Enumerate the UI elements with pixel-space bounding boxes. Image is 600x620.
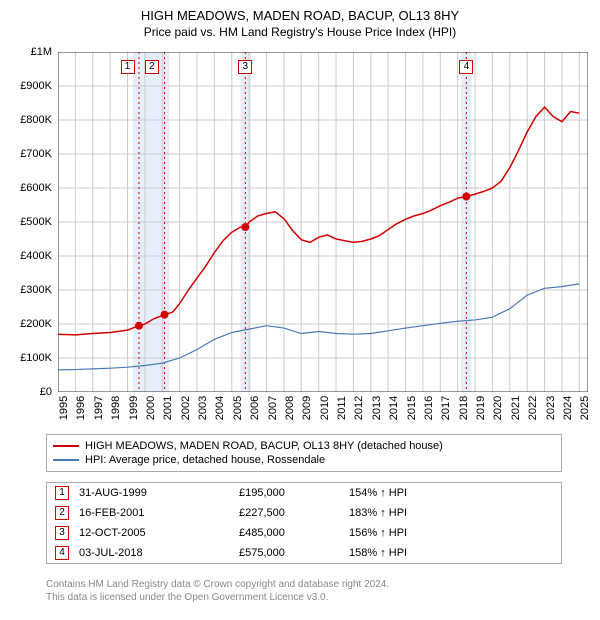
x-axis-label: 1998 [110,396,122,420]
x-axis-label: 2000 [145,396,157,420]
x-axis-label: 1997 [93,396,105,420]
sale-pct: 183% ↑ HPI [349,507,553,519]
y-axis-label: £600K [2,182,52,194]
y-axis-label: £700K [2,148,52,160]
y-axis-label: £300K [2,284,52,296]
legend-swatch [53,459,79,461]
y-axis-label: £900K [2,80,52,92]
x-axis-label: 2006 [249,396,261,420]
x-axis-label: 2019 [475,396,487,420]
x-axis-label: 2022 [527,396,539,420]
legend-item: HPI: Average price, detached house, Ross… [53,453,555,467]
sale-date: 31-AUG-1999 [79,487,229,499]
sale-row-marker: 3 [55,526,69,540]
chart-container: HIGH MEADOWS, MADEN ROAD, BACUP, OL13 8H… [0,0,600,620]
x-axis-label: 2015 [406,396,418,420]
sale-pct: 154% ↑ HPI [349,487,553,499]
chart-svg [58,52,588,392]
x-axis-label: 2025 [579,396,591,420]
x-axis-label: 2014 [388,396,400,420]
x-axis-label: 2003 [197,396,209,420]
x-axis-label: 2013 [371,396,383,420]
chart-subtitle: Price paid vs. HM Land Registry's House … [0,25,600,39]
x-axis-label: 2023 [545,396,557,420]
x-axis-label: 2012 [353,396,365,420]
sale-date: 16-FEB-2001 [79,507,229,519]
x-axis-label: 2021 [510,396,522,420]
y-axis-label: £0 [2,386,52,398]
x-axis-label: 2016 [423,396,435,420]
sale-marker-3: 3 [238,60,252,74]
x-axis-label: 2010 [319,396,331,420]
x-axis-label: 1999 [128,396,140,420]
legend-box: HIGH MEADOWS, MADEN ROAD, BACUP, OL13 8H… [46,434,562,472]
x-axis-label: 2011 [336,396,348,420]
legend-swatch [53,445,79,447]
footer-line1: Contains HM Land Registry data © Crown c… [46,578,562,591]
y-axis-label: £100K [2,352,52,364]
x-axis-label: 2008 [284,396,296,420]
sale-row: 1 31-AUG-1999 £195,000 154% ↑ HPI [47,483,561,503]
sale-date: 03-JUL-2018 [79,547,229,559]
x-axis-label: 2004 [214,396,226,420]
x-axis-label: 2009 [301,396,313,420]
sale-marker-1: 1 [121,60,135,74]
sale-row-marker: 4 [55,546,69,560]
sale-price: £575,000 [239,547,339,559]
sale-pct: 158% ↑ HPI [349,547,553,559]
y-axis-label: £800K [2,114,52,126]
legend-item: HIGH MEADOWS, MADEN ROAD, BACUP, OL13 8H… [53,439,555,453]
sales-table: 1 31-AUG-1999 £195,000 154% ↑ HPI 2 16-FEB-20… [46,482,562,564]
y-axis-label: £200K [2,318,52,330]
chart-area: £0£100K£200K£300K£400K£500K£600K£700K£80… [58,52,588,392]
x-axis-label: 2018 [458,396,470,420]
sale-marker-2: 2 [145,60,159,74]
sale-price: £485,000 [239,527,339,539]
legend-label: HPI: Average price, detached house, Ross… [85,454,325,466]
x-axis-label: 2001 [162,396,174,420]
sale-row: 2 16-FEB-2001 £227,500 183% ↑ HPI [47,503,561,523]
sale-row: 3 12-OCT-2005 £485,000 156% ↑ HPI [47,523,561,543]
x-axis-label: 2024 [562,396,574,420]
sale-row-marker: 1 [55,486,69,500]
sale-price: £227,500 [239,507,339,519]
sale-row-marker: 2 [55,506,69,520]
sale-date: 12-OCT-2005 [79,527,229,539]
legend-label: HIGH MEADOWS, MADEN ROAD, BACUP, OL13 8H… [85,440,443,452]
sale-price: £195,000 [239,487,339,499]
y-axis-label: £400K [2,250,52,262]
y-axis-label: £500K [2,216,52,228]
y-axis-label: £1M [2,46,52,58]
x-axis-label: 2002 [180,396,192,420]
footer-attribution: Contains HM Land Registry data © Crown c… [46,578,562,604]
x-axis-label: 2020 [492,396,504,420]
x-axis-label: 2007 [267,396,279,420]
sale-marker-4: 4 [459,60,473,74]
chart-title: HIGH MEADOWS, MADEN ROAD, BACUP, OL13 8H… [0,8,600,23]
sale-pct: 156% ↑ HPI [349,527,553,539]
sale-row: 4 03-JUL-2018 £575,000 158% ↑ HPI [47,543,561,563]
x-axis-label: 2017 [440,396,452,420]
x-axis-label: 1995 [58,396,70,420]
x-axis-label: 1996 [75,396,87,420]
x-axis-label: 2005 [232,396,244,420]
title-block: HIGH MEADOWS, MADEN ROAD, BACUP, OL13 8H… [0,0,600,39]
footer-line2: This data is licensed under the Open Gov… [46,591,562,604]
